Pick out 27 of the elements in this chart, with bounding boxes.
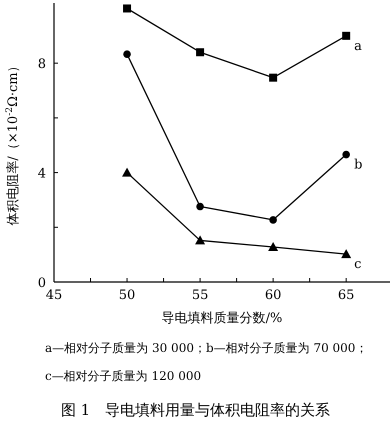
x-tick-label: 50 — [118, 288, 136, 303]
y-tick-label: 4 — [38, 166, 46, 182]
point — [122, 168, 132, 177]
text: c—相对分子质量为 120 000 — [45, 369, 202, 383]
y-tick-label: 8 — [38, 57, 46, 72]
x-tick-label: 60 — [264, 288, 282, 303]
point — [342, 32, 350, 40]
point — [196, 48, 204, 56]
point — [341, 249, 352, 258]
text: a—相对分子质量为 30 000；b—相对分子质量为 70 000； — [45, 341, 368, 355]
point — [196, 202, 204, 210]
point — [342, 150, 350, 158]
series-label: c — [354, 257, 362, 272]
point — [268, 242, 278, 251]
series-label: a — [354, 38, 362, 54]
point — [269, 74, 278, 82]
x-tick-label: 45 — [46, 288, 62, 303]
x-tick-label: 55 — [192, 288, 208, 303]
point — [123, 50, 131, 58]
x-axis-title: 导电填料质量分数/% — [162, 311, 282, 326]
series-label: b — [354, 158, 362, 173]
point — [195, 235, 206, 244]
point — [269, 216, 277, 224]
point — [123, 4, 132, 12]
caption: 图 1 导电填料用量与体积电阻率的关系 — [60, 401, 330, 419]
y-tick-label: 0 — [38, 276, 46, 291]
x-tick-label: 65 — [338, 288, 354, 303]
